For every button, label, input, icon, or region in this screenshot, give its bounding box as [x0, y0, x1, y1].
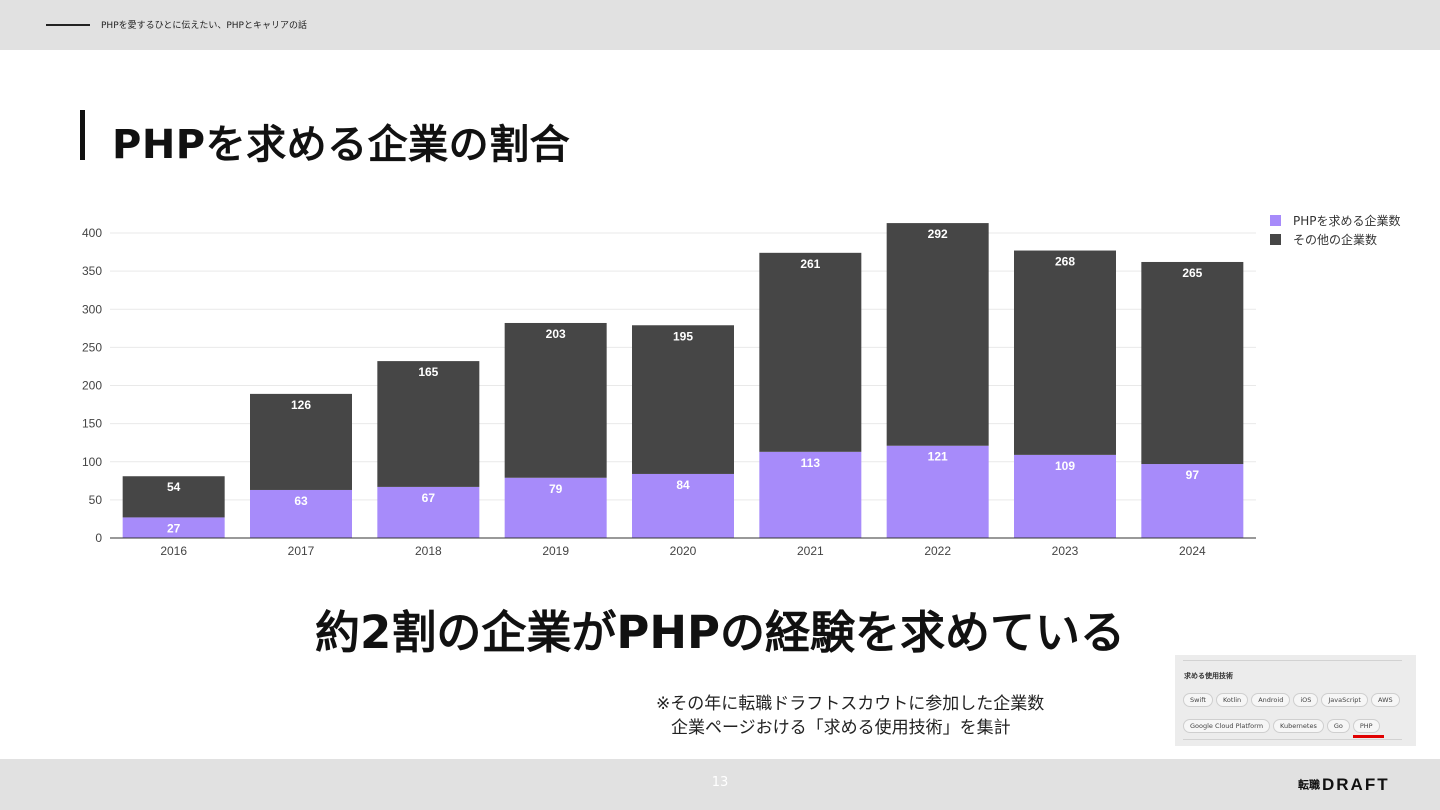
y-tick-label: 100 [82, 455, 102, 469]
stacked-bar-chart: 0 50 100 150 200 250 300 350 400 27 54 2016 63 126 201… [82, 213, 1401, 558]
data-label: 126 [291, 398, 311, 412]
bar-php [886, 445, 989, 538]
data-label: 109 [1055, 459, 1075, 473]
legend-label: その他の企業数 [1293, 232, 1377, 247]
tech-chip: AWS [1370, 693, 1400, 707]
data-label: 268 [1055, 255, 1075, 269]
tech-chip: Go [1326, 719, 1350, 733]
inset-divider-bottom [1183, 739, 1402, 740]
x-tick-label: 2021 [797, 544, 824, 558]
bar-other [377, 361, 480, 487]
header-rule [46, 24, 90, 26]
x-tick-label: 2020 [670, 544, 697, 558]
data-label: 265 [1182, 266, 1202, 280]
bar-other [1141, 261, 1244, 465]
logo-kanji: 転職 [1298, 778, 1320, 792]
page-number: 13 [711, 775, 729, 790]
bar-php [759, 451, 862, 538]
tech-chip: Kubernetes [1273, 719, 1324, 733]
footnote-line-2: 企業ページおける「求める使用技術」を集計 [671, 718, 1011, 738]
data-label: 113 [801, 456, 821, 470]
data-label: 84 [676, 478, 690, 492]
y-tick-label: 150 [82, 417, 102, 431]
bar-php [377, 486, 480, 538]
x-tick-label: 2024 [1179, 544, 1206, 558]
data-label: 165 [418, 365, 438, 379]
slide-title: PHPを求める企業の割合 [112, 122, 571, 168]
tech-chip: iOS [1293, 693, 1319, 707]
data-label: 67 [422, 491, 436, 505]
legend-swatch [1270, 234, 1281, 245]
x-tick-label: 2018 [415, 544, 442, 558]
data-label: 63 [294, 494, 308, 508]
y-tick-label: 50 [89, 493, 103, 507]
tech-chip: Swift [1183, 693, 1213, 707]
footnote-line-1: ※その年に転職ドラフトスカウトに参加した企業数 [656, 694, 1045, 714]
data-label: 292 [928, 227, 948, 241]
legend-swatch [1270, 215, 1281, 226]
bar-php [1014, 454, 1116, 538]
logo-text: DRAFT [1322, 774, 1390, 794]
tech-chip: Kotlin [1215, 693, 1249, 707]
brand-logo: 転職 DRAFT [1298, 774, 1390, 795]
inset-chip-list: Swift Kotlin Android iOS JavaScript AWS Google… [1183, 687, 1409, 739]
inset-title: 求める使用技術 [1184, 672, 1233, 680]
y-tick-label: 250 [82, 340, 102, 354]
tech-chip: Google Cloud Platform [1183, 719, 1271, 733]
inset-divider-top [1183, 660, 1402, 661]
bar-php [504, 477, 607, 538]
data-label: 203 [546, 327, 566, 341]
top-bar: PHPを愛するひとに伝えたい、PHPとキャリアの話 [0, 0, 1440, 50]
data-label: 79 [549, 482, 563, 496]
y-tick-label: 200 [82, 379, 102, 393]
data-label: 195 [673, 329, 693, 343]
tech-chip: PHP [1352, 719, 1384, 738]
bar-php [122, 517, 225, 538]
bar-php [1141, 464, 1244, 538]
title-accent-bar [80, 110, 85, 160]
x-tick-label: 2019 [542, 544, 569, 558]
tech-tags-screenshot: 求める使用技術 Swift Kotlin Android iOS JavaScript A… [1175, 655, 1416, 746]
bar-php [250, 489, 352, 538]
header-text: PHPを愛するひとに伝えたい、PHPとキャリアの話 [101, 21, 307, 31]
data-label: 121 [928, 450, 948, 464]
bar-php [632, 473, 734, 538]
x-tick-label: 2023 [1052, 544, 1079, 558]
tech-chip: Android [1251, 693, 1291, 707]
bar-other [1014, 250, 1116, 455]
y-tick-label: 400 [82, 226, 102, 240]
bar-other [250, 393, 352, 490]
footnote: ※その年に転職ドラフトスカウトに参加した企業数 企業ページおける「求める使用技術… [656, 692, 1044, 740]
bar-other [504, 322, 607, 478]
bar-other [759, 252, 862, 452]
data-label: 97 [1186, 468, 1200, 482]
y-tick-label: 300 [82, 302, 102, 316]
bottom-bar: 13 転職 DRAFT [0, 759, 1440, 810]
data-label: 54 [167, 480, 181, 494]
bar-other [886, 223, 989, 446]
tech-chip: JavaScript [1321, 693, 1368, 707]
x-tick-label: 2022 [924, 544, 951, 558]
legend-label: PHPを求める企業数 [1293, 213, 1401, 228]
x-tick-label: 2016 [160, 544, 187, 558]
data-label: 261 [800, 257, 820, 271]
y-tick-label: 350 [82, 264, 102, 278]
x-tick-label: 2017 [288, 544, 315, 558]
bar-other [122, 476, 225, 518]
bar-other [632, 325, 734, 474]
headline: 約2割の企業がPHPの経験を求めている [315, 606, 1125, 659]
y-tick-label: 0 [95, 531, 102, 545]
data-label: 27 [167, 521, 181, 535]
